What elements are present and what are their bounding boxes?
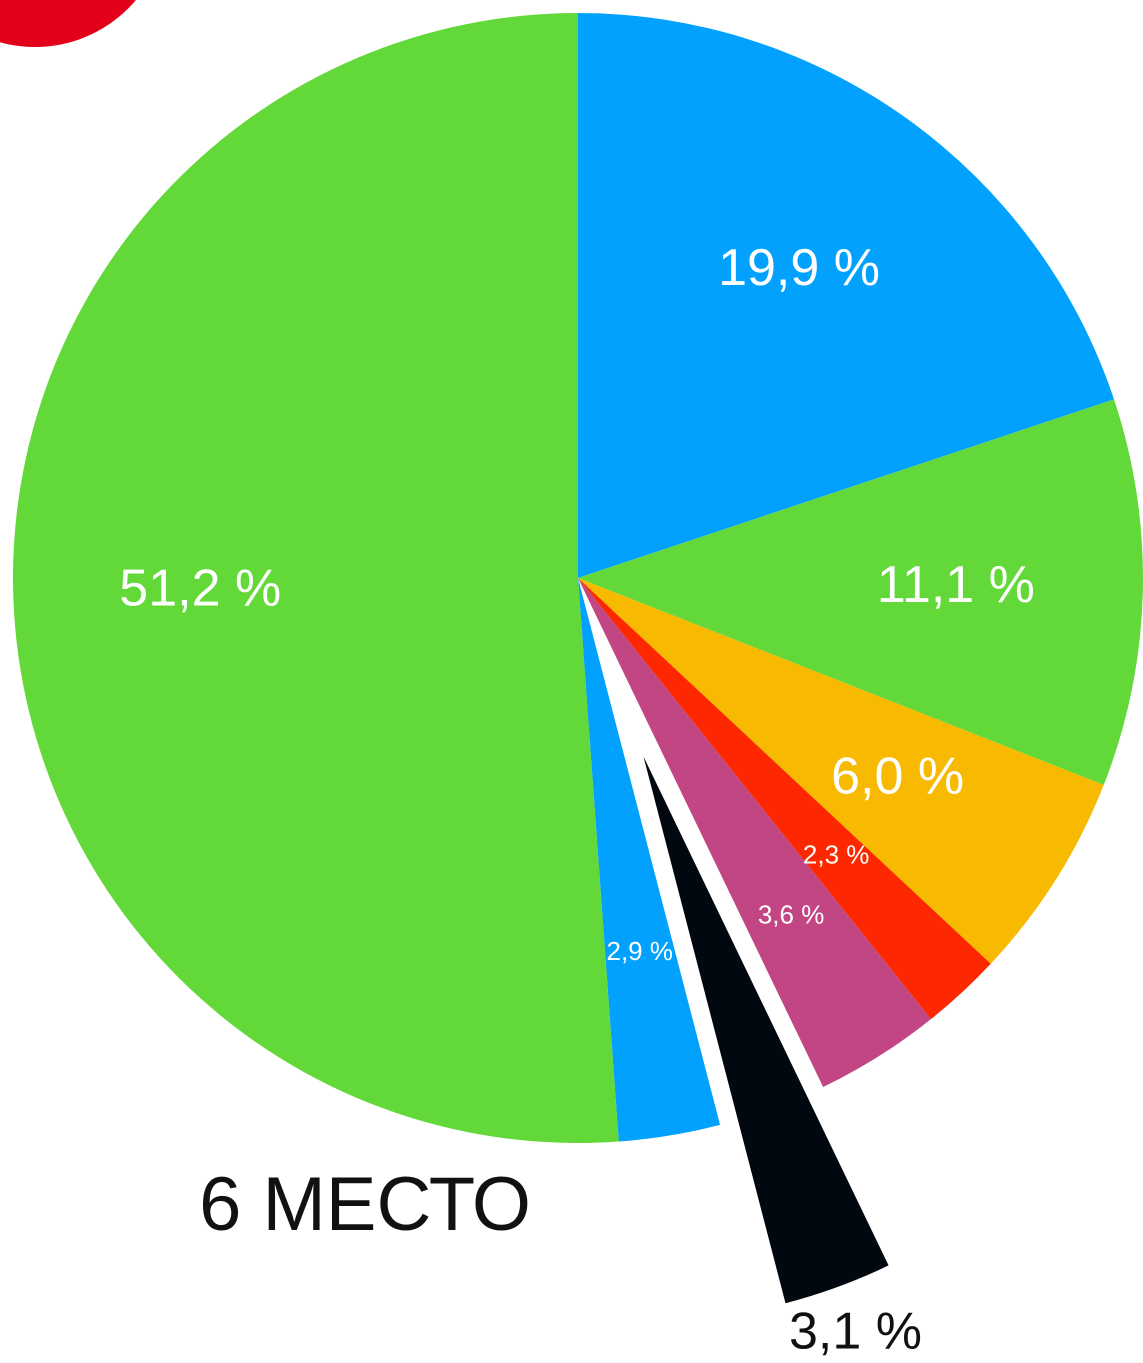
data-label: 3,1 % <box>789 1302 922 1360</box>
data-label: 3,6 % <box>758 899 825 929</box>
data-label: 2,3 % <box>803 840 870 870</box>
pie-slice <box>643 756 889 1304</box>
pie-slice <box>578 578 931 1088</box>
pie-slice <box>578 13 1115 578</box>
decoration-circle <box>0 0 136 47</box>
data-label: 6,0 % <box>831 748 964 806</box>
data-label: 19,9 % <box>718 239 880 297</box>
data-label: 2,9 % <box>606 936 673 966</box>
annotation: 6 МЕСТО <box>199 1162 531 1247</box>
pie <box>13 13 1143 1304</box>
pie-slice <box>578 399 1143 785</box>
pie-slice <box>13 13 619 1143</box>
data-label: 11,1 % <box>877 556 1035 614</box>
pie-slice <box>578 578 1104 964</box>
data-label: 51,2 % <box>119 559 281 617</box>
pie-slice <box>578 578 721 1142</box>
pie-slice <box>578 578 991 1020</box>
